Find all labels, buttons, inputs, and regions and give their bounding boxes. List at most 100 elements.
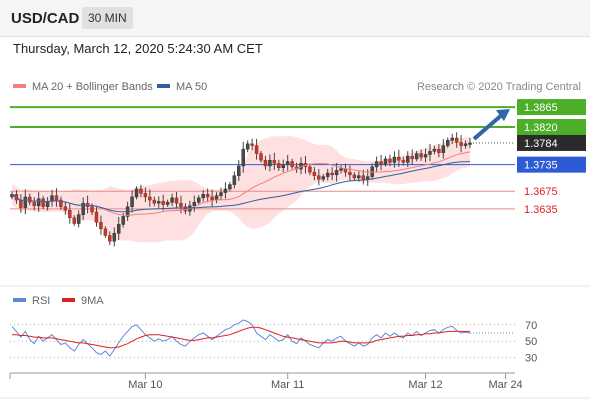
candle-body — [223, 188, 228, 193]
candle-body — [59, 199, 63, 207]
candle-body — [419, 153, 423, 158]
candle-body — [165, 202, 170, 205]
candle-body — [463, 143, 468, 146]
candle-body — [405, 155, 410, 163]
timeframe-badge[interactable]: 30 MIN — [82, 7, 133, 29]
rsi-ma-line — [12, 326, 470, 349]
candle-body — [454, 137, 459, 143]
price-grid — [0, 285, 590, 399]
support-level-label: 1.3675 — [524, 186, 558, 198]
candle-body — [339, 168, 343, 171]
legend-swatch — [157, 84, 170, 88]
candle-body — [334, 170, 339, 176]
candle-body — [401, 159, 406, 163]
candle-body — [156, 201, 161, 204]
candle-body — [468, 142, 472, 145]
price-axis-labels: 1.3865 1.3820 1.3735 1.3675 1.3635 1.3784 — [517, 99, 586, 216]
rsi-axis-label: 30 — [525, 353, 537, 365]
candle-body — [174, 197, 179, 204]
rsi-panel: RSI 9MA 70 50 30 — [10, 295, 537, 365]
target-level-label: 1.3820 — [524, 122, 558, 134]
candle-body — [268, 159, 272, 167]
candle-body — [459, 142, 463, 146]
report-datetime: Thursday, March 12, 2020 5:24:30 AM CET — [13, 41, 263, 56]
candle-body — [99, 221, 103, 230]
candle-body — [68, 210, 72, 219]
candle-body — [263, 159, 268, 167]
projection-arrow — [472, 111, 506, 141]
candle-body — [32, 202, 36, 207]
credit-text: Research © 2020 Trading Central — [417, 81, 581, 93]
candle-body — [259, 153, 263, 161]
bollinger-band-fill — [12, 136, 470, 243]
candle-body — [103, 228, 108, 236]
candle-body — [237, 165, 241, 176]
candle-body — [197, 197, 201, 203]
candle-body — [374, 161, 379, 168]
candle-body — [161, 201, 165, 205]
candle-body — [170, 197, 174, 203]
rsi-axis-label: 50 — [525, 336, 537, 348]
time-axis-label: Mar 11 — [271, 379, 304, 391]
candle-body — [148, 196, 152, 201]
candle-body — [437, 148, 441, 153]
candle-body — [112, 233, 117, 242]
candle-body — [397, 156, 401, 161]
candle-body — [41, 198, 45, 207]
rsi-legend-label: RSI — [32, 295, 50, 307]
candle-body — [321, 176, 326, 180]
support-level-label: 1.3635 — [524, 204, 558, 216]
candle-body — [45, 201, 50, 207]
price-levels — [10, 106, 515, 210]
candle-body — [245, 143, 250, 150]
candle-body — [254, 145, 259, 154]
time-axis-label: Mar 10 — [128, 379, 162, 391]
candle-body — [308, 166, 312, 173]
rsi-legend-label: 9MA — [81, 295, 104, 307]
candle-body — [36, 198, 41, 207]
legend-label: MA 50 — [176, 81, 207, 93]
candle-body — [23, 196, 28, 208]
candle-body — [450, 137, 454, 141]
candle-body — [214, 195, 219, 201]
legend-swatch — [13, 84, 26, 88]
candle-body — [352, 174, 357, 179]
candle-body — [219, 192, 223, 196]
candle-body — [277, 163, 281, 168]
moving-averages — [11, 151, 471, 216]
time-axis: Mar 10 Mar 11 Mar 12 Mar 24 — [9, 372, 523, 391]
candle-body — [179, 202, 183, 207]
pivot-level-label: 1.3735 — [524, 160, 558, 172]
target-level-tag — [517, 99, 586, 116]
candle-body — [285, 161, 290, 165]
rsi-legend-swatch — [62, 298, 75, 302]
candle-body — [81, 202, 85, 215]
candle-body — [428, 151, 432, 155]
candle-body — [250, 143, 254, 146]
candle-body — [423, 154, 428, 158]
bollinger-bands — [12, 136, 470, 243]
candle-body — [90, 206, 94, 213]
candle-body — [432, 148, 437, 152]
rsi-axis-label: 70 — [525, 320, 537, 332]
candle-body — [72, 217, 77, 224]
candle-body — [54, 195, 59, 201]
candle-body — [414, 153, 419, 160]
candle-body — [410, 155, 414, 160]
candle-body — [392, 156, 397, 163]
current-price-tag — [517, 134, 586, 151]
chart-header: USD/CAD 30 MIN — [0, 0, 590, 37]
time-axis-label: Mar 12 — [408, 379, 442, 391]
ma50-line — [11, 161, 471, 213]
rsi-line — [11, 319, 471, 357]
candle-body — [281, 164, 285, 168]
candle-body — [210, 196, 214, 201]
candle-body — [272, 159, 277, 164]
current-price-label: 1.3784 — [524, 138, 558, 150]
candle-body — [63, 206, 68, 211]
candle-body — [357, 175, 361, 179]
candle-body — [441, 145, 446, 153]
projection-arrow-head — [496, 109, 510, 122]
candle-body — [152, 199, 157, 204]
